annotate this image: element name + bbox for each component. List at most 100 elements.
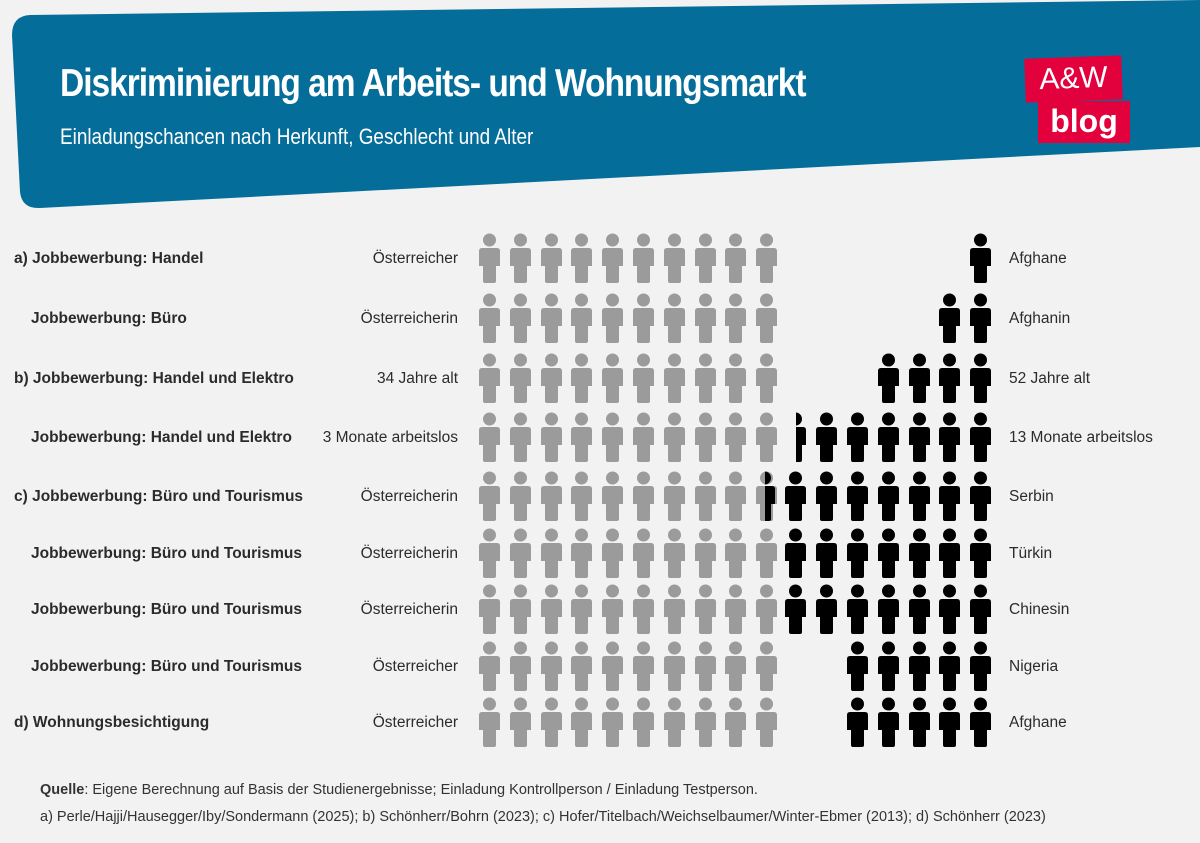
person-icon-control bbox=[566, 641, 597, 693]
person-icon-control bbox=[659, 293, 690, 345]
person-icon-control bbox=[474, 584, 505, 636]
test-icons bbox=[842, 697, 996, 753]
person-icon-test bbox=[904, 641, 935, 693]
person-icon-control bbox=[659, 233, 690, 285]
person-icon-test bbox=[904, 471, 935, 523]
person-icon-control bbox=[690, 412, 721, 464]
control-icons bbox=[474, 584, 782, 640]
person-icon-control bbox=[566, 471, 597, 523]
person-icon-control bbox=[720, 584, 751, 636]
person-icon-control bbox=[720, 471, 751, 523]
row-category: Jobbewerbung: Büro und Tourismus bbox=[31, 658, 302, 675]
references: a) Perle/Hajji/Hausegger/Iby/Sondermann … bbox=[40, 809, 1046, 825]
test-label: 52 Jahre alt bbox=[1009, 370, 1090, 387]
person-icon-control bbox=[751, 584, 782, 636]
test-label: Afghane bbox=[1009, 714, 1067, 731]
row-category: Jobbewerbung: Büro bbox=[31, 310, 187, 327]
person-icon-test bbox=[965, 412, 996, 464]
person-icon-control bbox=[751, 528, 782, 580]
person-icon-control bbox=[536, 353, 567, 405]
person-icon-test-partial bbox=[765, 471, 780, 523]
person-icon-test bbox=[965, 471, 996, 523]
person-icon-control bbox=[597, 293, 628, 345]
person-icon-test bbox=[873, 412, 904, 464]
person-icon-control bbox=[505, 471, 536, 523]
person-icon-test bbox=[965, 697, 996, 749]
person-icon-control bbox=[751, 353, 782, 405]
person-icon-control bbox=[474, 471, 505, 523]
test-label: Serbin bbox=[1009, 488, 1054, 505]
test-icons bbox=[780, 584, 996, 640]
person-icon-test bbox=[780, 471, 811, 523]
person-icon-test bbox=[904, 697, 935, 749]
person-icon-control bbox=[597, 353, 628, 405]
person-icon-control bbox=[505, 412, 536, 464]
logo-aw: A&W bbox=[1024, 55, 1123, 103]
control-icons bbox=[474, 641, 782, 697]
person-icon-test-partial bbox=[795, 412, 811, 464]
control-label: Österreicherin bbox=[360, 488, 458, 505]
person-icon-control bbox=[751, 233, 782, 285]
control-icons bbox=[474, 528, 782, 584]
person-icon-control bbox=[536, 293, 567, 345]
row-category: c) Jobbewerbung: Büro und Tourismus bbox=[14, 488, 304, 505]
person-icon-control bbox=[751, 697, 782, 749]
person-icon-control bbox=[597, 471, 628, 523]
person-icon-control bbox=[628, 412, 659, 464]
person-icon-test bbox=[965, 528, 996, 580]
person-icon-control bbox=[751, 293, 782, 345]
person-icon-control bbox=[751, 412, 782, 464]
control-icons bbox=[474, 471, 782, 527]
logo-blog: blog bbox=[1038, 101, 1130, 143]
person-icon-control bbox=[720, 353, 751, 405]
person-icon-test bbox=[811, 584, 842, 636]
person-icon-control bbox=[597, 697, 628, 749]
row-category: b) Jobbewerbung: Handel und Elektro bbox=[14, 370, 294, 387]
person-icon-control bbox=[566, 412, 597, 464]
person-icon-control bbox=[566, 293, 597, 345]
person-icon-control bbox=[536, 584, 567, 636]
person-icon-control bbox=[505, 528, 536, 580]
person-icon-test bbox=[965, 233, 996, 285]
person-icon-control bbox=[720, 293, 751, 345]
person-icon-control bbox=[474, 353, 505, 405]
person-icon-control bbox=[659, 353, 690, 405]
test-icons bbox=[795, 412, 996, 468]
person-icon-control bbox=[628, 641, 659, 693]
row-category: Jobbewerbung: Handel und Elektro bbox=[31, 429, 292, 446]
person-icon-test bbox=[904, 584, 935, 636]
source-text: : Eigene Berechnung auf Basis der Studie… bbox=[84, 782, 758, 798]
person-icon-test bbox=[811, 528, 842, 580]
row-category: Jobbewerbung: Büro und Tourismus bbox=[31, 601, 302, 618]
person-icon-control bbox=[474, 233, 505, 285]
person-icon-control bbox=[566, 528, 597, 580]
person-icon-test bbox=[811, 412, 842, 464]
control-label: Österreicherin bbox=[360, 310, 458, 327]
test-label: Türkin bbox=[1009, 545, 1053, 562]
person-icon-test bbox=[842, 412, 873, 464]
person-icon-control bbox=[566, 233, 597, 285]
control-label: 3 Monate arbeitslos bbox=[322, 429, 458, 446]
person-icon-control bbox=[474, 293, 505, 345]
person-icon-control bbox=[628, 353, 659, 405]
control-label: Österreicherin bbox=[360, 545, 458, 562]
person-icon-control bbox=[536, 641, 567, 693]
person-icon-test bbox=[934, 641, 965, 693]
person-icon-control bbox=[628, 471, 659, 523]
person-icon-control bbox=[505, 697, 536, 749]
control-label: Österreicher bbox=[372, 658, 458, 675]
person-icon-control bbox=[628, 293, 659, 345]
person-icon-test bbox=[873, 353, 904, 405]
test-icons bbox=[934, 293, 996, 349]
person-icon-control bbox=[597, 528, 628, 580]
person-icon-control bbox=[690, 697, 721, 749]
person-icon-control bbox=[720, 233, 751, 285]
chart-row: Jobbewerbung: Büro und Tourismus Österrei… bbox=[0, 528, 1200, 584]
row-category: a) Jobbewerbung: Handel bbox=[14, 250, 204, 267]
row-category: d) Wohnungsbesichtigung bbox=[14, 714, 210, 731]
person-icon-control bbox=[659, 641, 690, 693]
person-icon-test bbox=[842, 641, 873, 693]
person-icon-control bbox=[536, 528, 567, 580]
person-icon-test bbox=[934, 528, 965, 580]
chart-row: Jobbewerbung: Büro und Tourismus Österrei… bbox=[0, 584, 1200, 640]
